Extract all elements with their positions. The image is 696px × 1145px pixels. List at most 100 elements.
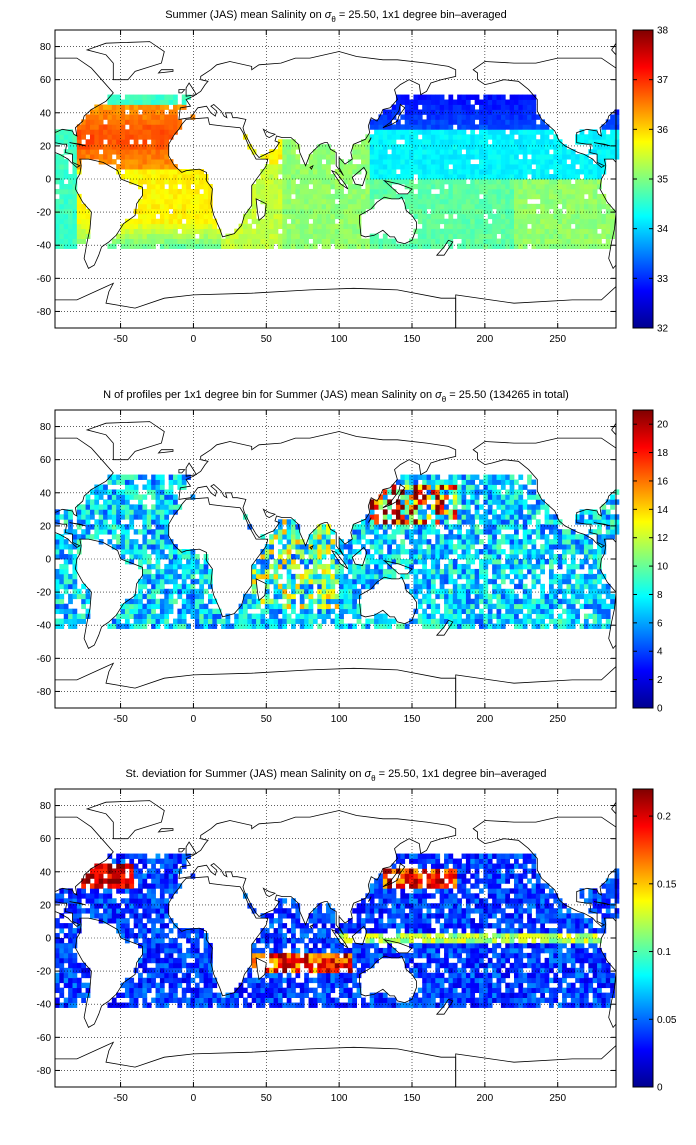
data-cell — [431, 174, 436, 179]
data-cell — [164, 564, 169, 569]
data-cell — [121, 475, 126, 480]
data-cell — [444, 129, 449, 134]
data-cell — [601, 149, 606, 154]
data-cell — [169, 234, 174, 239]
data-cell — [431, 105, 436, 110]
data-cell — [531, 209, 536, 214]
data-cell — [142, 154, 147, 159]
data-cell — [160, 604, 165, 609]
data-cell — [536, 184, 541, 189]
data-cell — [427, 194, 432, 199]
data-cell — [422, 124, 427, 129]
data-cell — [147, 244, 152, 249]
data-cell — [518, 164, 523, 169]
data-cell — [173, 229, 178, 234]
data-cell — [278, 164, 283, 169]
data-cell — [169, 624, 174, 629]
data-cell — [505, 494, 510, 499]
data-cell — [317, 529, 322, 534]
data-cell — [55, 584, 60, 589]
data-cell — [313, 574, 318, 579]
data-cell — [418, 499, 423, 504]
data-cell — [435, 499, 440, 504]
data-cell — [497, 144, 502, 149]
data-cell — [160, 224, 165, 229]
data-cell — [523, 485, 528, 490]
data-cell — [523, 574, 528, 579]
data-cell — [531, 529, 536, 534]
data-cell — [440, 589, 445, 594]
data-cell — [462, 219, 467, 224]
x-tick-label: 200 — [477, 334, 494, 345]
data-cell — [593, 194, 598, 199]
data-cell — [103, 489, 108, 494]
data-cell — [505, 154, 510, 159]
data-cell — [295, 614, 300, 619]
data-cell — [116, 100, 121, 105]
data-cell — [317, 624, 322, 629]
data-cell — [72, 174, 77, 179]
data-cell — [492, 499, 497, 504]
data-cell — [505, 159, 510, 164]
data-cell — [147, 134, 152, 139]
data-cell — [199, 564, 204, 569]
data-cell — [365, 524, 370, 529]
data-cell — [597, 234, 602, 239]
data-cell — [177, 475, 182, 480]
data-cell — [199, 574, 204, 579]
data-cell — [545, 149, 550, 154]
data-cell — [553, 144, 558, 149]
data-cell — [204, 569, 209, 574]
data-cell — [466, 204, 471, 209]
data-cell — [536, 519, 541, 524]
data-cell — [483, 219, 488, 224]
data-cell — [422, 164, 427, 169]
data-cell — [142, 129, 147, 134]
data-cell — [610, 494, 615, 499]
data-cell — [317, 599, 322, 604]
data-cell — [94, 149, 99, 154]
data-cell — [501, 499, 506, 504]
data-cell — [217, 239, 222, 244]
data-cell — [545, 514, 550, 519]
data-cell — [475, 244, 480, 249]
data-cell — [545, 234, 550, 239]
data-cell — [400, 114, 405, 119]
data-cell — [488, 619, 493, 624]
data-cell — [566, 599, 571, 604]
data-cell — [549, 599, 554, 604]
data-cell — [488, 504, 493, 509]
data-cell — [457, 144, 462, 149]
data-cell — [282, 519, 287, 524]
data-cell — [64, 609, 69, 614]
data-cell — [295, 574, 300, 579]
data-cell — [606, 149, 611, 154]
data-cell — [282, 184, 287, 189]
data-cell — [204, 199, 209, 204]
data-cell — [431, 144, 436, 149]
y-tick-label: -40 — [37, 241, 52, 252]
data-cell — [588, 539, 593, 544]
data-cell — [409, 504, 414, 509]
data-cell — [282, 139, 287, 144]
data-cell — [527, 514, 532, 519]
data-cell — [164, 579, 169, 584]
data-cell — [505, 229, 510, 234]
data-cell — [383, 114, 388, 119]
data-cell — [462, 485, 467, 490]
data-cell — [462, 480, 467, 485]
data-cell — [440, 219, 445, 224]
data-cell — [138, 204, 143, 209]
data-cell — [523, 134, 528, 139]
data-cell — [462, 174, 467, 179]
data-cell — [462, 134, 467, 139]
data-cell — [164, 569, 169, 574]
data-cell — [374, 534, 379, 539]
data-cell — [488, 144, 493, 149]
data-cell — [431, 564, 436, 569]
data-cell — [497, 199, 502, 204]
data-cell — [374, 519, 379, 524]
data-cell — [59, 164, 64, 169]
data-cell — [501, 624, 506, 629]
data-cell — [164, 589, 169, 594]
